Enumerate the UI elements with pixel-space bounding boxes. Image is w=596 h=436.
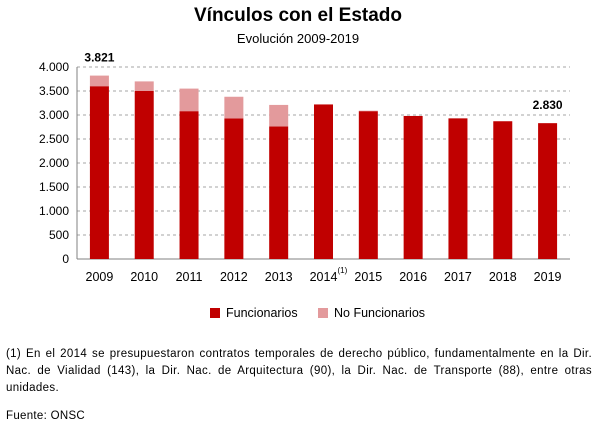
legend-swatch-funcionarios [210,308,220,318]
x-tick-label: 2009 [86,270,114,284]
data-label: 2.830 [533,98,563,112]
legend-item-no-funcionarios: No Funcionarios [318,306,425,320]
footnote: (1) En el 2014 se presupuestaron contrat… [6,348,592,394]
bar-funcionarios [134,91,154,259]
chart-subtitle: Evolución 2009-2019 [236,31,360,46]
x-tick-label: 2014 [310,270,338,284]
bar-no-funcionarios [89,75,109,87]
bar-chart: 0 500 1.000 1.500 2.000 2.500 3.000 3.500 4.000 2… [39,51,570,284]
x-tick-label: 2019 [534,270,562,284]
bar-funcionarios [89,86,109,259]
bar-no-funcionarios [224,96,244,119]
y-tick-label: 500 [49,228,69,242]
x-tick-label: 2015 [354,270,382,284]
bar-funcionarios [403,115,423,260]
x-tick-label: 2012 [220,270,248,284]
x-tick-label: 2013 [265,270,293,284]
bar-funcionarios [493,121,513,260]
legend-swatch-no-funcionarios [318,308,328,318]
y-tick-label: 4.000 [39,60,69,74]
source-note: Fuente: ONSC [6,410,86,422]
legend-label-no-funcionarios: No Funcionarios [334,306,426,320]
legend-label-funcionarios: Funcionarios [226,306,298,320]
bar-funcionarios [314,104,333,259]
bar-funcionarios [269,126,289,260]
y-tick-label: 1.000 [39,204,69,218]
data-label: 3.821 [84,51,114,65]
x-tick-superscript: (1) [338,266,348,275]
y-tick-label: 3.000 [39,108,69,122]
y-tick-label: 2.500 [39,132,69,146]
x-tick-label: 2018 [489,270,517,284]
bar-funcionarios [538,123,558,259]
bar-no-funcionarios [134,81,154,91]
bar-no-funcionarios [179,88,199,112]
bar-no-funcionarios [269,104,289,127]
x-tick-label: 2016 [399,270,427,284]
y-tick-label: 3.500 [39,84,69,98]
y-tick-label: 0 [62,252,69,266]
y-tick-label: 2.000 [39,156,69,170]
bar-funcionarios [179,111,199,259]
bar-funcionarios [224,118,244,259]
chart-title: Vínculos con el Estado [194,5,402,26]
x-tick-label: 2011 [176,270,203,284]
x-tick-label: 2017 [444,270,472,284]
y-tick-label: 1.500 [39,180,69,194]
bar-funcionarios [358,111,378,259]
chart-legend: Funcionarios No Funcionarios [0,306,596,326]
x-tick-label: 2010 [130,270,158,284]
bar-funcionarios [448,118,468,259]
legend-item-funcionarios: Funcionarios [210,306,298,320]
